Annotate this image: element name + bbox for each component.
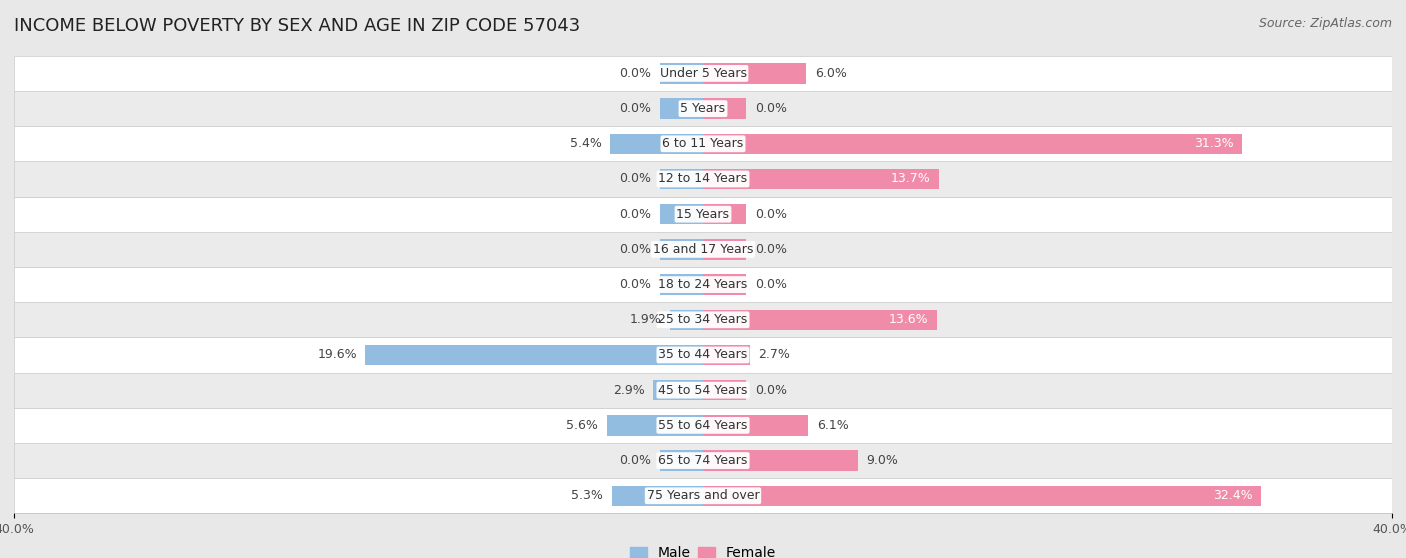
Bar [14, 161, 1392, 196]
Text: 0.0%: 0.0% [755, 208, 787, 220]
Bar [659, 239, 703, 259]
Bar [659, 169, 703, 189]
Text: 2.7%: 2.7% [758, 349, 790, 362]
Bar [659, 450, 703, 471]
Text: 12 to 14 Years: 12 to 14 Years [658, 172, 748, 185]
Bar [606, 415, 703, 436]
Bar [652, 380, 703, 401]
Bar [659, 204, 703, 224]
Text: 0.0%: 0.0% [755, 102, 787, 115]
Text: 13.6%: 13.6% [889, 313, 928, 326]
Bar [659, 63, 703, 84]
Text: 0.0%: 0.0% [619, 278, 651, 291]
Text: 5.6%: 5.6% [567, 419, 598, 432]
Text: 0.0%: 0.0% [755, 243, 787, 256]
Bar [14, 478, 1392, 513]
Text: 0.0%: 0.0% [619, 208, 651, 220]
Text: 0.0%: 0.0% [755, 384, 787, 397]
Bar [659, 275, 703, 295]
Bar [703, 450, 858, 471]
Bar [703, 345, 749, 365]
Bar [14, 232, 1392, 267]
Bar [703, 275, 747, 295]
Bar [14, 267, 1392, 302]
Text: 55 to 64 Years: 55 to 64 Years [658, 419, 748, 432]
Text: 32.4%: 32.4% [1213, 489, 1253, 502]
Bar [659, 98, 703, 119]
Bar [703, 380, 747, 401]
Text: 31.3%: 31.3% [1194, 137, 1233, 150]
Text: 6 to 11 Years: 6 to 11 Years [662, 137, 744, 150]
Bar [14, 373, 1392, 408]
Text: 16 and 17 Years: 16 and 17 Years [652, 243, 754, 256]
Text: 45 to 54 Years: 45 to 54 Years [658, 384, 748, 397]
Text: 9.0%: 9.0% [866, 454, 898, 467]
Text: 0.0%: 0.0% [619, 454, 651, 467]
Text: 6.1%: 6.1% [817, 419, 848, 432]
Text: 0.0%: 0.0% [619, 67, 651, 80]
Bar [703, 485, 1261, 506]
Text: 18 to 24 Years: 18 to 24 Years [658, 278, 748, 291]
Text: 19.6%: 19.6% [318, 349, 357, 362]
Text: 65 to 74 Years: 65 to 74 Years [658, 454, 748, 467]
Text: 35 to 44 Years: 35 to 44 Years [658, 349, 748, 362]
Text: 5.4%: 5.4% [569, 137, 602, 150]
Bar [14, 56, 1392, 91]
Bar [703, 239, 747, 259]
Bar [703, 310, 938, 330]
Text: 6.0%: 6.0% [815, 67, 846, 80]
Text: 75 Years and over: 75 Years and over [647, 489, 759, 502]
Text: 0.0%: 0.0% [619, 172, 651, 185]
Text: Under 5 Years: Under 5 Years [659, 67, 747, 80]
Text: 25 to 34 Years: 25 to 34 Years [658, 313, 748, 326]
Bar [14, 91, 1392, 126]
Legend: Male, Female: Male, Female [624, 541, 782, 558]
Bar [703, 204, 747, 224]
Bar [612, 485, 703, 506]
Bar [610, 133, 703, 154]
Bar [14, 196, 1392, 232]
Bar [14, 408, 1392, 443]
Text: 15 Years: 15 Years [676, 208, 730, 220]
Text: INCOME BELOW POVERTY BY SEX AND AGE IN ZIP CODE 57043: INCOME BELOW POVERTY BY SEX AND AGE IN Z… [14, 17, 581, 35]
Bar [14, 126, 1392, 161]
Text: 5 Years: 5 Years [681, 102, 725, 115]
Text: Source: ZipAtlas.com: Source: ZipAtlas.com [1258, 17, 1392, 30]
Bar [703, 63, 807, 84]
Text: 0.0%: 0.0% [755, 278, 787, 291]
Bar [671, 310, 703, 330]
Bar [14, 302, 1392, 338]
Text: 5.3%: 5.3% [571, 489, 603, 502]
Bar [366, 345, 703, 365]
Text: 1.9%: 1.9% [630, 313, 662, 326]
Bar [703, 169, 939, 189]
Text: 2.9%: 2.9% [613, 384, 644, 397]
Bar [14, 338, 1392, 373]
Bar [703, 98, 747, 119]
Bar [14, 443, 1392, 478]
Text: 0.0%: 0.0% [619, 243, 651, 256]
Bar [703, 415, 808, 436]
Text: 0.0%: 0.0% [619, 102, 651, 115]
Bar [703, 133, 1241, 154]
Text: 13.7%: 13.7% [890, 172, 931, 185]
